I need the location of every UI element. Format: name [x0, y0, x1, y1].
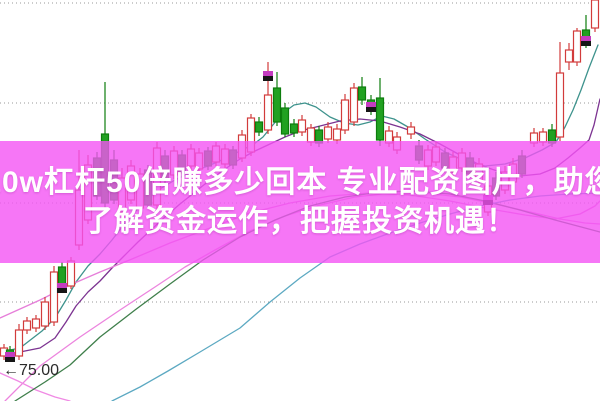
candle-body: [66, 260, 76, 287]
promo-banner-line2: 了解资金运作，把握投资机遇！: [83, 205, 517, 238]
candle-body: [572, 30, 582, 63]
trade-marker: [366, 107, 376, 112]
trade-marker: [263, 76, 273, 81]
trade-marker: [57, 288, 67, 293]
trade-marker: [57, 283, 67, 288]
trade-marker: [581, 36, 591, 41]
candle-body: [272, 87, 282, 123]
candle-body: [14, 329, 24, 357]
candle-body: [375, 97, 385, 141]
candle-body: [280, 107, 290, 135]
candle-body: [340, 99, 350, 131]
trade-marker: [366, 102, 376, 107]
candle-body: [49, 271, 59, 323]
candle-body: [323, 126, 333, 140]
candle-body: [564, 49, 574, 63]
candle-body: [555, 72, 565, 138]
candle-body: [306, 127, 316, 143]
candle-body: [40, 301, 50, 327]
promo-banner-line1: 10w杠杆50倍赚多少回本 专业配资图片，助您: [0, 166, 600, 199]
candle-body: [357, 86, 367, 101]
candle-body: [406, 126, 416, 135]
candle-body: [332, 128, 342, 141]
candle-body: [590, 0, 600, 29]
candle-body: [349, 87, 359, 123]
trade-marker: [5, 352, 15, 357]
promo-banner-overlay: 10w杠杆50倍赚多少回本 专业配资图片，助您 了解资金运作，把握投资机遇！: [0, 141, 600, 263]
candle-body: [297, 119, 307, 133]
candle-body: [289, 123, 299, 134]
price-level-label: ←75.00: [3, 362, 59, 379]
candle-body: [22, 320, 32, 331]
candle-body: [254, 121, 264, 133]
trade-marker: [581, 41, 591, 46]
ma-pink-corner: [0, 372, 71, 401]
candle-body: [31, 318, 41, 329]
candle-body: [263, 94, 273, 131]
trade-marker: [263, 71, 273, 76]
trade-marker: [5, 357, 15, 362]
